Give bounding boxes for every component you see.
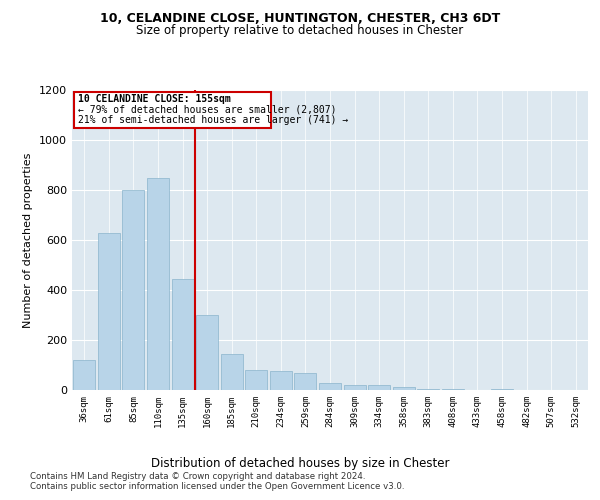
Bar [368,385,390,390]
Bar [122,190,145,390]
Bar [344,385,365,390]
Y-axis label: Number of detached properties: Number of detached properties [23,152,34,328]
Bar [172,279,194,390]
Text: 21% of semi-detached houses are larger (741) →: 21% of semi-detached houses are larger (… [78,115,349,125]
Bar [442,388,464,390]
Bar [73,360,95,390]
Text: Size of property relative to detached houses in Chester: Size of property relative to detached ho… [136,24,464,37]
Bar [295,372,316,390]
Bar [74,92,271,128]
Bar [491,388,513,390]
Bar [270,371,292,390]
Text: ← 79% of detached houses are smaller (2,807): ← 79% of detached houses are smaller (2,… [78,105,337,115]
Bar [245,370,268,390]
Text: Contains public sector information licensed under the Open Government Licence v3: Contains public sector information licen… [30,482,404,491]
Bar [147,178,169,390]
Bar [392,387,415,390]
Text: Contains HM Land Registry data © Crown copyright and database right 2024.: Contains HM Land Registry data © Crown c… [30,472,365,481]
Bar [319,382,341,390]
Bar [196,315,218,390]
Text: Distribution of detached houses by size in Chester: Distribution of detached houses by size … [151,458,449,470]
Text: 10, CELANDINE CLOSE, HUNTINGTON, CHESTER, CH3 6DT: 10, CELANDINE CLOSE, HUNTINGTON, CHESTER… [100,12,500,26]
Bar [417,388,439,390]
Bar [221,354,243,390]
Bar [98,232,120,390]
Text: 10 CELANDINE CLOSE: 155sqm: 10 CELANDINE CLOSE: 155sqm [78,94,231,104]
